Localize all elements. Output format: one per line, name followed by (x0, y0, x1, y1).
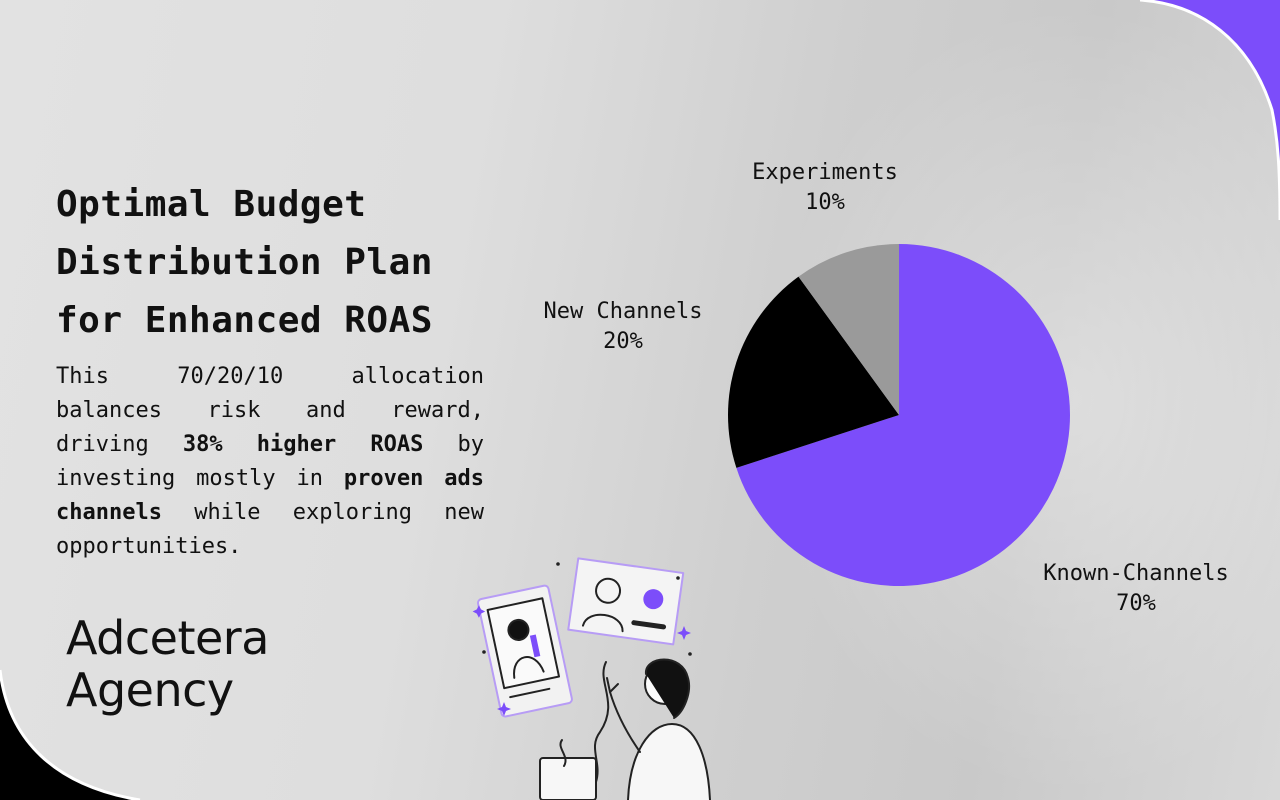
pie-label-new-channels-value: 20% (603, 329, 643, 354)
pie-label-known-channels: Known-Channels 70% (1020, 559, 1252, 619)
brand-logo-line-1: Adcetera (66, 611, 269, 665)
pie-label-known-channels-name: Known-Channels (1043, 561, 1229, 586)
description-part-3: while exploring new opportunities. (56, 500, 484, 559)
brand-logo: Adcetera Agency (66, 612, 269, 716)
pie-label-experiments-name: Experiments (752, 160, 898, 185)
description-highlight-roas: 38% higher ROAS (182, 432, 424, 457)
pie-label-new-channels-name: New Channels (543, 299, 703, 324)
pie-slice-experiments (798, 244, 899, 415)
pie-label-experiments-value: 10% (805, 190, 845, 215)
pie-label-new-channels: New Channels 20% (523, 297, 723, 357)
pie-slice-new-channels (728, 276, 899, 468)
pie-slice-known-channels (736, 244, 1070, 586)
corner-accent-top-right (1140, 0, 1280, 220)
page-title: Optimal Budget Distribution Plan for Enh… (56, 184, 433, 341)
corner-accent-bottom-left (0, 669, 141, 800)
description-part-2: by investing mostly in (56, 432, 484, 491)
person-with-social-cards-illustration (472, 557, 711, 800)
description-highlight-channels: proven ads channels (56, 466, 485, 525)
brand-logo-line-2: Agency (66, 663, 234, 717)
description-text: This 70/20/10 allocation balances risk a… (56, 360, 484, 564)
pie-label-experiments: Experiments 10% (725, 158, 925, 218)
pie-label-known-channels-value: 70% (1116, 591, 1156, 616)
description-part-1: This 70/20/10 allocation balances risk a… (56, 364, 484, 457)
